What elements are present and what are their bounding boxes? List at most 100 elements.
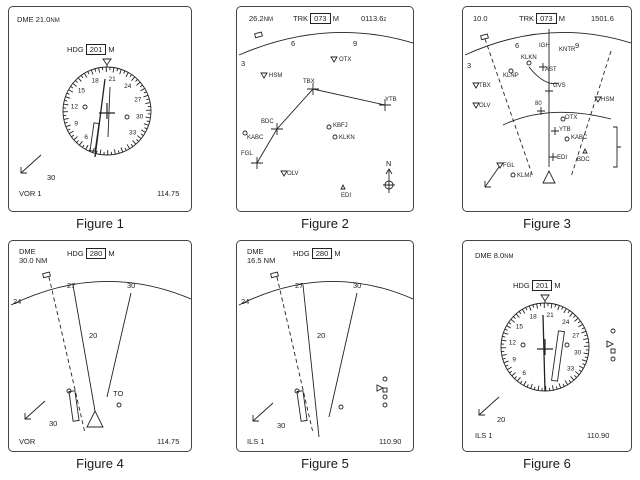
compass-tick xyxy=(507,366,512,371)
waypoint-klnp: KLNP xyxy=(503,73,519,79)
compass-tick xyxy=(537,385,540,391)
compass-tick xyxy=(574,375,577,378)
compass-tick xyxy=(87,71,90,75)
compass-tick xyxy=(63,117,69,120)
compass-tick xyxy=(504,328,508,331)
range-value: 10.0 xyxy=(473,14,488,23)
compass-tick xyxy=(98,67,101,73)
compass-label: 6 xyxy=(522,370,526,377)
compass-tick xyxy=(583,352,589,355)
hdg-label: HDG xyxy=(513,281,530,290)
waypoint-igh: IGH xyxy=(539,43,550,49)
compass-tick xyxy=(146,120,150,123)
waypoint-gvs: GVS xyxy=(553,83,566,89)
wind-speed: 30 xyxy=(277,421,286,430)
nav-source: ILS 1 xyxy=(247,437,265,446)
compass-tick xyxy=(144,127,148,130)
compass-tick xyxy=(116,68,119,72)
nav-source: VOR xyxy=(19,437,36,446)
waypoint-edi: EDI xyxy=(557,155,568,161)
compass-tick xyxy=(509,370,513,374)
compass-tick xyxy=(78,141,83,146)
waypoint-bdc: BDC xyxy=(577,157,590,163)
waypoint-fgl: FGL xyxy=(503,163,515,169)
compass-label: 15 xyxy=(516,324,524,331)
compass-tick xyxy=(503,360,509,364)
time-unit: z xyxy=(383,17,387,23)
compass-tick xyxy=(140,129,146,133)
compass-tick xyxy=(584,356,588,359)
figure-2-caption: Figure 2 xyxy=(301,216,349,231)
dme-label: DME xyxy=(19,247,36,256)
compass-label: 18 xyxy=(530,314,538,321)
waypoint-kbfj: KBFJ xyxy=(333,123,348,129)
compass-tick xyxy=(129,74,132,78)
hdg-value: 201 xyxy=(531,280,553,291)
waypoint-kabc: KABC xyxy=(571,135,588,141)
waypoint-olv: OLV xyxy=(287,171,299,177)
compass-label: 9 xyxy=(512,356,516,363)
compass-tick xyxy=(508,322,512,325)
nav-source: VOR 1 xyxy=(19,189,42,198)
figure-4-panel: DME 30.0 NM HDG 280 M 24 27 30 20 TO 30 … xyxy=(8,240,192,452)
figure-4-display xyxy=(10,271,191,434)
compass-tick xyxy=(140,87,145,92)
range-unit: NM xyxy=(263,17,273,23)
compass-label: 12 xyxy=(509,339,517,346)
compass-label: 15 xyxy=(78,88,86,95)
compass-label: 12 xyxy=(71,103,79,110)
compass-tick xyxy=(143,123,149,126)
compass-tick xyxy=(123,70,126,74)
compass-tick xyxy=(583,338,589,341)
compass-tick xyxy=(83,73,88,78)
compass-tick xyxy=(521,309,526,314)
compass-tick xyxy=(574,317,579,322)
compass-tick xyxy=(80,75,84,79)
waypoint-olv: OLV xyxy=(479,103,491,109)
hdg-label: HDG xyxy=(67,249,84,258)
scale-27: 27 xyxy=(67,281,76,290)
wind-speed: 20 xyxy=(497,415,506,424)
compass-tick xyxy=(64,121,68,124)
compass-tick xyxy=(518,311,522,315)
trk-label: TRK xyxy=(293,14,308,23)
compass-tick xyxy=(71,134,75,138)
dme-label: DME 8.0 xyxy=(475,251,505,260)
compass-tick xyxy=(503,332,509,335)
bearing-label: 20 xyxy=(317,331,326,340)
compass-label: 24 xyxy=(124,83,132,90)
to-from-indicator: TO xyxy=(113,389,124,398)
scale-24: 24 xyxy=(241,297,250,306)
compass-tick xyxy=(578,369,582,372)
trk-value: 073 xyxy=(310,13,331,24)
compass-tick xyxy=(555,386,558,390)
compass-tick xyxy=(85,144,89,150)
compass-tick xyxy=(532,304,535,308)
compass-tick xyxy=(505,364,509,367)
compass-tick xyxy=(66,92,70,95)
nav-frequency: 114.75 xyxy=(157,437,180,446)
waypoint-tbx: TBX xyxy=(303,79,315,85)
compass-tick xyxy=(551,385,554,391)
compass-tick xyxy=(63,103,69,106)
compass-tick xyxy=(75,80,78,83)
north-label: N xyxy=(386,159,392,168)
compass-tick xyxy=(523,380,527,386)
trk-unit: M xyxy=(332,14,339,23)
compass-tick xyxy=(117,150,120,154)
compass-tick xyxy=(119,69,122,75)
compass-tick xyxy=(570,376,575,381)
figure-3-caption: Figure 3 xyxy=(523,216,571,231)
hdg-value: 280 xyxy=(311,248,333,259)
figure-2-map xyxy=(238,31,413,193)
compass-tick xyxy=(76,140,79,143)
compass-tick xyxy=(112,67,115,73)
compass-label: 27 xyxy=(134,97,142,104)
dme-unit: NM xyxy=(504,254,514,260)
figure-1-panel: 12 15 18 21 24 27 30 33 6 9 DME 21.0NM HDG 201 M … xyxy=(8,6,192,212)
compass-tick xyxy=(525,307,528,311)
compass-tick xyxy=(582,363,586,366)
compass-tick xyxy=(131,76,136,81)
scale-27: 27 xyxy=(295,281,304,290)
compass-label: 27 xyxy=(572,333,580,340)
